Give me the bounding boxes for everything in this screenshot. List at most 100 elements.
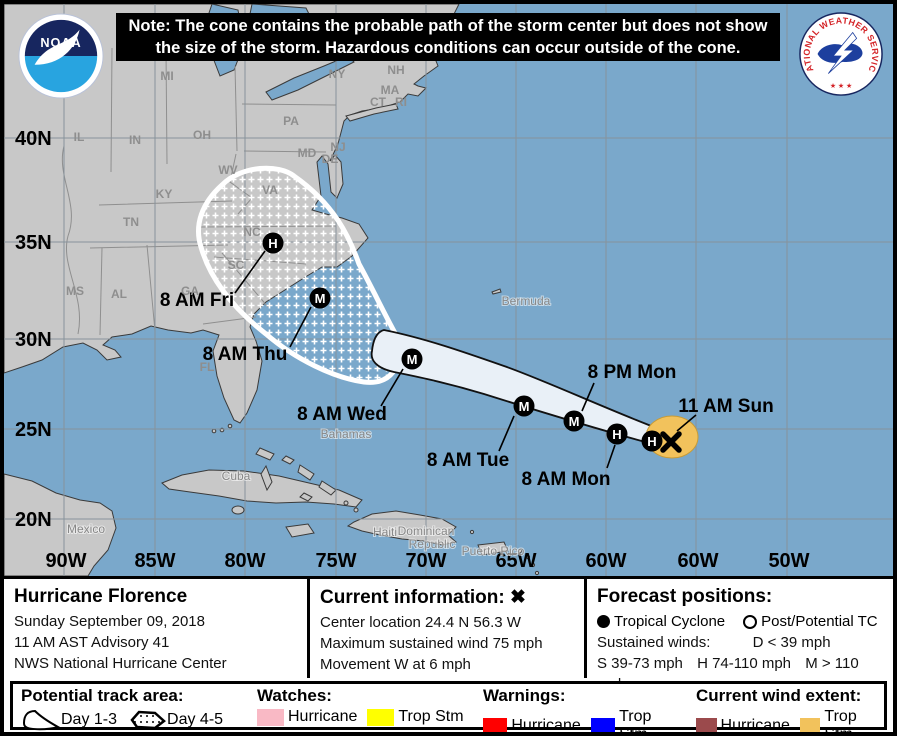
warning-tropstm-swatch — [590, 717, 616, 732]
track-label: 8 AM Thu — [203, 344, 288, 365]
label-cuba: Cuba — [222, 469, 251, 483]
max-sustained-wind: Maximum sustained wind 75 mph — [320, 635, 543, 652]
noaa-logo: NOAA — [18, 13, 104, 99]
tropical-cyclone-dot-icon — [597, 615, 610, 628]
sustained-winds-label: Sustained winds: — [597, 634, 711, 651]
label-bahamas: Bahamas — [321, 427, 372, 441]
label-puerto-rico: Puerto Rico — [462, 544, 525, 558]
label-republic: Republic — [409, 537, 456, 551]
svg-text:65W: 65W — [495, 550, 536, 572]
svg-text:WV: WV — [218, 163, 237, 177]
state-labels: MI NY NH MA CT RI PA NJ MD DE OH IN IL W… — [66, 63, 407, 374]
extent-hurricane-swatch — [696, 717, 717, 732]
label-bermuda: Bermuda — [502, 294, 551, 308]
forecast-positions-section: Forecast positions: Tropical Cyclone Pos… — [587, 579, 893, 693]
svg-text:VA: VA — [262, 183, 278, 197]
wind-category-d: D < 39 mph — [752, 634, 831, 651]
current-info-title: Current information: — [320, 587, 505, 608]
svg-text:TN: TN — [123, 215, 139, 229]
lon-labels: 90W 85W 80W 75W 70W 65W 60W 55W 60W — [45, 550, 718, 572]
svg-text:SC: SC — [228, 258, 245, 272]
lat-labels: 40N 35N 30N 25N 20N — [15, 128, 52, 531]
svg-text:40N: 40N — [15, 128, 52, 150]
svg-text:OH: OH — [193, 128, 211, 142]
svg-text:CT: CT — [370, 95, 387, 109]
cuba — [161, 469, 363, 508]
track-dots: H H M M M M H — [262, 232, 682, 453]
wind-extent-title: Current wind extent: — [696, 686, 862, 705]
puerto-rico — [477, 541, 509, 556]
note-banner: Note: The cone contains the probable pat… — [116, 13, 780, 61]
svg-text:RI: RI — [395, 95, 407, 109]
svg-text:KY: KY — [156, 187, 173, 201]
extent-tropstm-label: Trop Stm — [824, 708, 857, 736]
label-dominican: Dominican — [398, 524, 455, 538]
dot-letter: M — [519, 399, 530, 414]
isla-juventud — [231, 505, 245, 515]
cone-day45 — [196, 165, 407, 385]
map-area: H H M M M M H 8 AM Mon 8 PM Mon 8 AM Tue — [4, 4, 893, 577]
svg-text:GA: GA — [181, 284, 199, 298]
track-label: 8 AM Fri — [160, 290, 234, 311]
svg-text:PA: PA — [283, 114, 299, 128]
warnings-title: Warnings: — [483, 686, 566, 705]
day13-cone-icon — [22, 709, 61, 731]
turks — [469, 529, 475, 535]
movement: Movement W at 6 mph — [320, 656, 471, 673]
watch-hurricane-swatch — [257, 708, 284, 726]
svg-text:70W: 70W — [405, 550, 446, 572]
svg-text:★ ★ ★: ★ ★ ★ — [830, 82, 852, 90]
bahamas-islands — [255, 447, 337, 502]
storm-info-section: Hurricane Florence Sunday September 09, … — [4, 579, 310, 678]
svg-text:NH: NH — [387, 63, 404, 77]
watches-group: Watches: Hurricane Trop Stm — [249, 684, 475, 727]
track-area-title: Potential track area: — [21, 686, 184, 705]
warning-hurricane-label: Hurricane — [511, 717, 581, 734]
wind-category-s: S 39-73 mph — [597, 655, 683, 672]
day45-label: Day 4-5 — [167, 711, 224, 728]
dot-letter: H — [647, 434, 656, 449]
florida-keys — [227, 423, 233, 429]
nws-logo: NATIONAL WEATHER SERVICE ★ ★ ★ — [798, 10, 883, 96]
current-info-section: Current information: ✖ Center location 2… — [310, 579, 587, 678]
center-location: Center location 24.4 N 56.3 W — [320, 614, 521, 631]
svg-text:60W: 60W — [677, 550, 718, 572]
nws-lightning-icon — [827, 31, 858, 74]
svg-text:DE: DE — [322, 152, 339, 166]
watch-hurricane-label: Hurricane — [288, 708, 358, 725]
day13-label: Day 1-3 — [61, 711, 118, 728]
dot-letter: H — [612, 427, 621, 442]
watch-tropstm-swatch — [367, 708, 395, 726]
svg-text:35N: 35N — [15, 232, 52, 254]
wind-extent-group: Current wind extent: Hurricane Trop Stm — [688, 684, 884, 732]
potential-track-area-group: Potential track area: Day 1-3 Day 4-5 — [13, 684, 249, 731]
svg-text:MI: MI — [160, 69, 173, 83]
svg-text:AL: AL — [111, 287, 127, 301]
jamaica — [285, 523, 315, 538]
warnings-group: Warnings: Hurricane Trop Stm — [475, 684, 688, 732]
leader-lines — [234, 250, 697, 469]
antilles — [517, 548, 523, 554]
noaa-bird-icon — [34, 29, 80, 65]
post-potential-circle-icon — [743, 614, 758, 629]
svg-text:60W: 60W — [585, 550, 626, 572]
track-label: 8 AM Mon — [521, 469, 610, 490]
forecast-positions-title: Forecast positions: — [597, 586, 773, 607]
track-labels: 8 AM Mon 8 PM Mon 8 AM Tue 8 AM Wed 8 AM… — [160, 290, 774, 490]
wind-category-h: H 74-110 mph — [697, 655, 792, 672]
label-mexico: Mexico — [67, 522, 105, 536]
svg-text:NJ: NJ — [330, 140, 345, 154]
svg-text:FL: FL — [200, 360, 215, 374]
current-position-x-marker — [660, 431, 682, 453]
svg-text:NC: NC — [243, 225, 261, 239]
advisory-date: Sunday September 09, 2018 — [14, 613, 205, 630]
label-haiti: Haiti — [373, 525, 397, 539]
dot-letter: H — [268, 236, 277, 251]
day45-cone-icon — [130, 710, 166, 730]
place-labels: Mexico Cuba Bahamas Bermuda Haiti Domini… — [66, 293, 552, 559]
bermuda-island — [491, 288, 502, 295]
watches-title: Watches: — [257, 686, 332, 705]
track-label: 8 AM Tue — [427, 450, 509, 471]
extent-hurricane-label: Hurricane — [720, 717, 790, 734]
